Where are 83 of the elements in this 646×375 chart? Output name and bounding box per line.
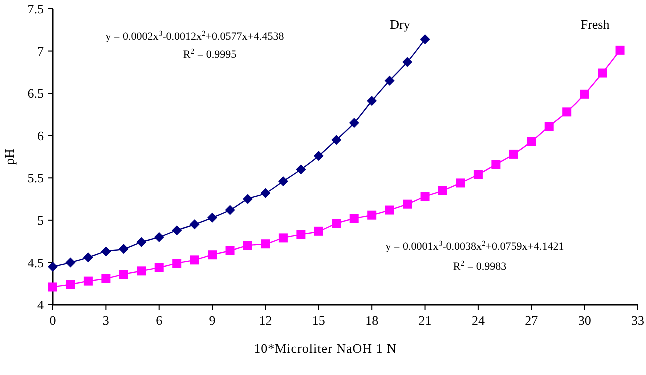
x-tick-label: 33 <box>632 313 644 328</box>
point <box>296 164 306 175</box>
point <box>616 46 625 55</box>
point <box>66 258 76 268</box>
y-tick-label: 5 <box>38 212 44 228</box>
point <box>598 68 608 78</box>
point <box>226 246 235 256</box>
y-tick-label: 7 <box>38 44 44 59</box>
x-axis-title: 10*Microliter NaOH 1 N <box>254 341 397 356</box>
x-tick-label: 27 <box>525 313 539 328</box>
series-label: Fresh <box>580 17 610 32</box>
point <box>83 252 94 263</box>
point <box>208 212 218 223</box>
point <box>244 241 252 250</box>
point <box>172 259 182 268</box>
x-tick-label: 30 <box>578 313 592 328</box>
point <box>492 160 501 170</box>
point <box>190 220 200 230</box>
point <box>420 192 430 202</box>
x-tick-label: 18 <box>366 313 379 328</box>
point <box>368 210 377 220</box>
point <box>208 250 218 260</box>
point <box>314 151 324 162</box>
point <box>278 176 288 187</box>
point <box>84 276 93 286</box>
point <box>190 256 200 265</box>
point <box>509 150 518 159</box>
point <box>332 219 342 228</box>
point <box>474 170 483 180</box>
x-tick-label: 6 <box>156 313 164 328</box>
annotation: R$^{2}$ = 0.9983 <box>453 258 508 273</box>
point <box>101 246 112 257</box>
y-tick-label: 7.5 <box>28 2 44 17</box>
point <box>349 118 360 128</box>
point <box>172 226 182 236</box>
series-label: Dry <box>390 17 411 32</box>
annotation: y = 0.0001x$^{3}$-0.0038x$^{2}$+0.0759x+4.1421 <box>386 238 564 253</box>
point <box>384 76 395 86</box>
point <box>314 226 324 236</box>
point <box>118 244 129 254</box>
y-tick-label: 4.5 <box>28 255 44 270</box>
point <box>332 135 342 146</box>
point <box>403 200 412 209</box>
point <box>420 34 430 44</box>
point <box>296 230 306 240</box>
point <box>456 178 466 188</box>
point <box>119 270 128 280</box>
y-tick-label: 6 <box>38 128 44 144</box>
point <box>136 237 147 248</box>
point <box>102 274 111 284</box>
point <box>350 214 359 224</box>
annotation: R$^{2}$ = 0.9995 <box>183 46 238 61</box>
point <box>278 234 288 243</box>
y-tick-label: 6.5 <box>28 86 44 102</box>
x-tick-label: 15 <box>312 313 326 328</box>
y-tick-label: 5.5 <box>28 170 44 186</box>
x-tick-label: 24 <box>472 313 486 328</box>
x-tick-label: 21 <box>418 313 432 328</box>
x-tick-label: 3 <box>102 313 110 328</box>
point <box>137 266 146 276</box>
point <box>154 232 164 242</box>
point <box>385 206 394 215</box>
point <box>402 57 413 68</box>
point <box>48 282 58 292</box>
point <box>438 186 448 196</box>
x-tick-label: 0 <box>50 313 56 328</box>
point <box>154 263 164 272</box>
x-tick-label: 9 <box>209 313 216 328</box>
point <box>367 96 378 106</box>
point <box>243 194 253 204</box>
y-axis-title: pH <box>2 149 17 165</box>
point <box>562 108 572 117</box>
point <box>66 280 76 290</box>
annotation: y = 0.0002x$^{3}$-0.0012x$^{2}$+0.0577x+4.4538 <box>106 28 285 43</box>
point <box>261 240 270 249</box>
point <box>260 188 271 198</box>
point <box>225 205 236 216</box>
y-tick-label: 4 <box>38 298 44 313</box>
point <box>527 137 536 146</box>
point <box>48 262 58 272</box>
x-tick-label: 12 <box>259 313 272 328</box>
point <box>544 122 554 132</box>
point <box>580 90 590 99</box>
